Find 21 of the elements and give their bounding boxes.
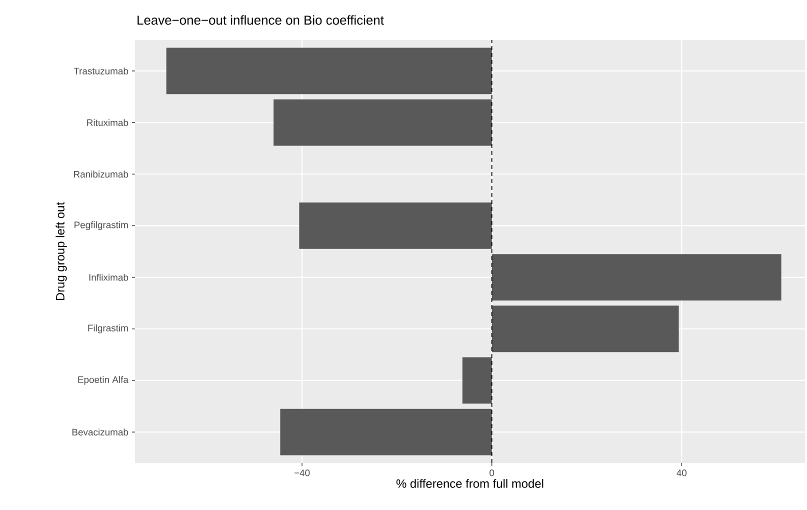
- bar: [492, 306, 679, 352]
- bar: [492, 254, 782, 301]
- y-tick-label: Ranibizumab: [74, 170, 128, 178]
- x-tick-label: 0: [490, 470, 494, 476]
- y-tick-label: Epoetin Alfa: [78, 376, 128, 385]
- x-axis-title: % difference from full model: [396, 479, 544, 488]
- y-tick-label: Bevacizumab: [72, 428, 128, 436]
- y-tick-label: Pegfilgrastim: [74, 221, 128, 230]
- bar: [166, 48, 492, 94]
- bar: [462, 357, 492, 404]
- y-tick-label: Trastuzumab: [74, 67, 128, 74]
- x-tick-label: −40: [294, 470, 310, 476]
- bar: [280, 408, 492, 456]
- bar: [299, 202, 492, 249]
- bar: [274, 99, 492, 146]
- y-tick-label: Filgrastim: [88, 324, 128, 334]
- y-axis-title: Drug group left out: [56, 202, 67, 300]
- x-tick-label: 40: [676, 470, 687, 476]
- chart-title: Leave−one−out influence on Bio coefficient: [138, 15, 384, 25]
- y-tick-label: Infliximab: [89, 274, 128, 281]
- y-tick-label: Rituximab: [87, 119, 128, 126]
